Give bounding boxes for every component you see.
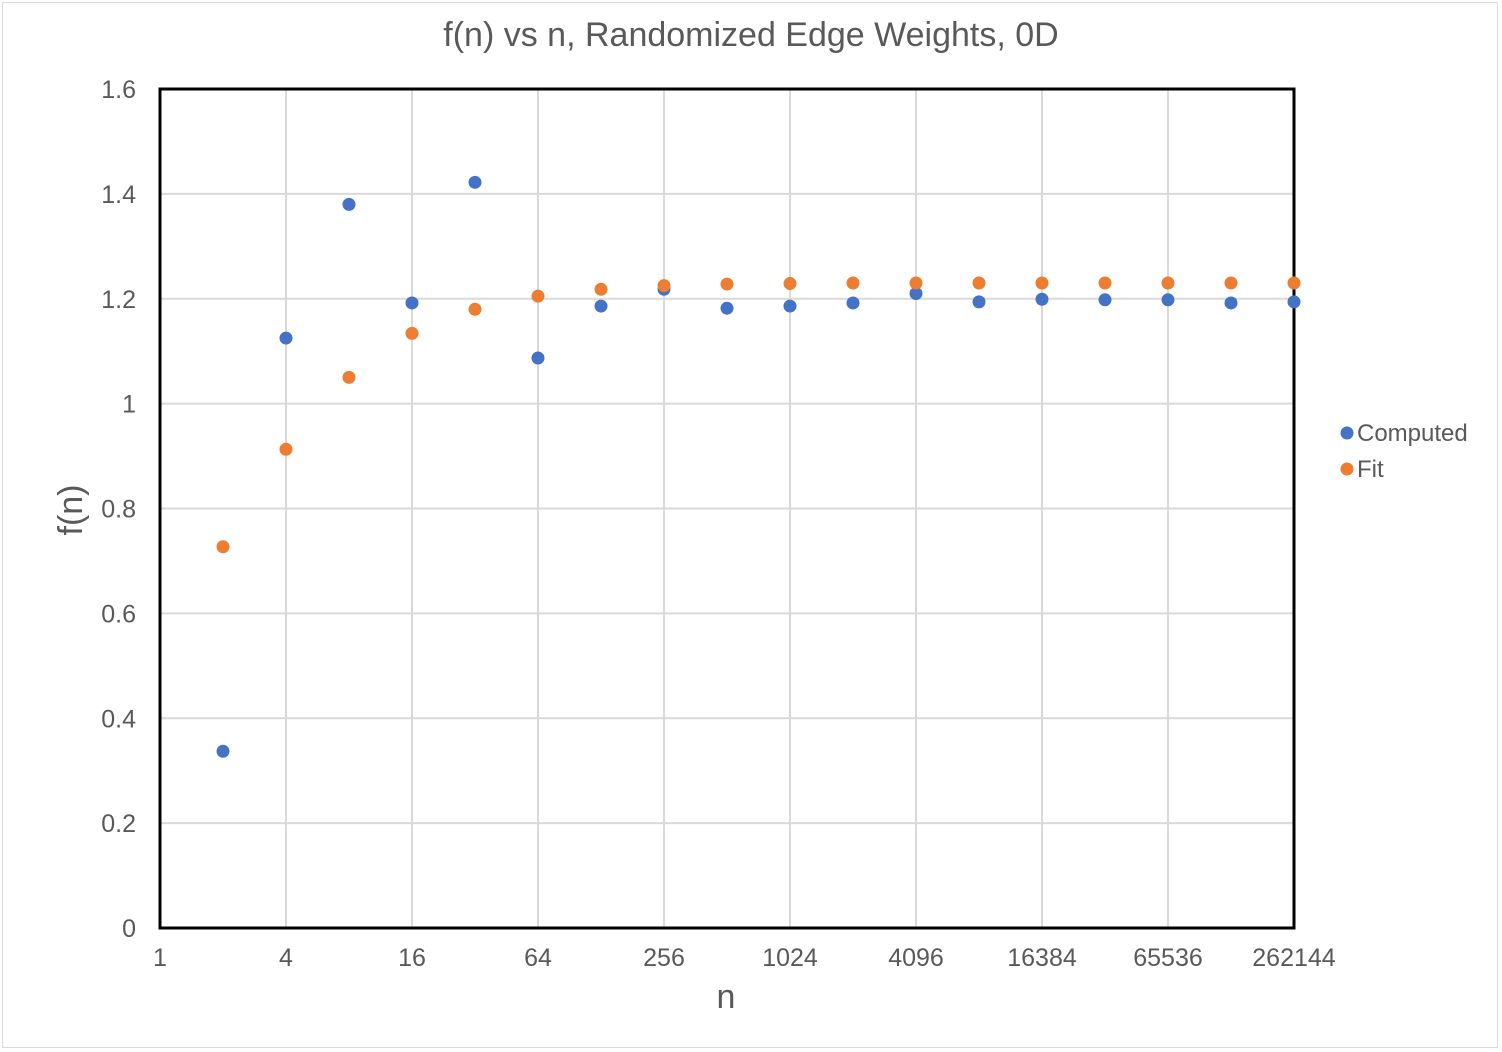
x-tick-label: 4 [279, 944, 293, 972]
x-axis-label: n [717, 978, 736, 1016]
point-computed [783, 299, 797, 313]
y-axis-label: f(n) [52, 485, 90, 536]
chart-title: f(n) vs n, Randomized Edge Weights, 0D [443, 16, 1058, 54]
y-tick-label: 1.4 [101, 181, 136, 209]
x-tick-label: 4096 [888, 944, 944, 972]
point-computed [279, 331, 293, 345]
x-tick-label: 256 [643, 944, 685, 972]
point-fit [594, 282, 608, 296]
point-fit [531, 289, 545, 303]
point-computed [216, 744, 230, 758]
y-tick-label: 0 [122, 915, 136, 943]
y-tick-label: 0.4 [101, 705, 136, 733]
point-computed [531, 351, 545, 365]
point-fit [720, 277, 734, 291]
point-fit [657, 279, 671, 293]
y-tick-label: 1.2 [101, 286, 136, 314]
plot-area-border [158, 87, 1296, 930]
x-tick-label: 16384 [1007, 944, 1077, 972]
point-fit [909, 276, 923, 290]
point-fit [846, 276, 860, 290]
point-fit [1224, 276, 1238, 290]
point-computed [1098, 293, 1112, 307]
point-fit [1098, 276, 1112, 290]
point-computed [1161, 293, 1175, 307]
data-points [216, 175, 1301, 758]
point-fit [405, 326, 419, 340]
point-computed [1035, 292, 1049, 306]
grid [159, 88, 1295, 929]
point-fit [1161, 276, 1175, 290]
y-axis-ticks: 0 0.2 0.4 0.6 0.8 1 1.2 1.4 1.6 [101, 76, 136, 943]
point-computed [720, 301, 734, 315]
y-tick-label: 1 [122, 391, 136, 419]
x-tick-label: 1 [153, 944, 167, 972]
point-fit [1287, 276, 1301, 290]
y-tick-label: 0.6 [101, 600, 136, 628]
x-tick-label: 16 [398, 944, 426, 972]
point-computed [972, 295, 986, 309]
point-computed [468, 175, 482, 189]
y-tick-label: 0.2 [101, 810, 136, 838]
point-fit [342, 370, 356, 384]
point-fit [1035, 276, 1049, 290]
x-tick-label: 65536 [1133, 944, 1203, 972]
y-tick-label: 0.8 [101, 496, 136, 524]
point-fit [279, 442, 293, 456]
point-computed [1224, 296, 1238, 310]
point-computed [342, 197, 356, 211]
point-fit [468, 302, 482, 316]
point-fit [216, 540, 230, 554]
legend-label-computed: Computed [1357, 420, 1468, 447]
point-computed [1287, 295, 1301, 309]
legend-marker-computed [1340, 426, 1354, 440]
x-tick-label: 1024 [762, 944, 818, 972]
x-tick-label: 64 [524, 944, 552, 972]
legend-label-fit: Fit [1357, 456, 1384, 483]
legend-marker-fit [1340, 462, 1354, 476]
point-fit [783, 277, 797, 291]
x-tick-label: 262144 [1252, 944, 1336, 972]
legend: Computed Fit [1340, 420, 1468, 483]
point-computed [594, 299, 608, 313]
x-axis-ticks: 1 4 16 64 256 1024 4096 16384 65536 262144 [153, 944, 1336, 972]
point-computed [405, 296, 419, 310]
point-fit [972, 276, 986, 290]
point-computed [846, 296, 860, 310]
point-computed [909, 287, 923, 301]
y-tick-label: 1.6 [101, 76, 136, 104]
